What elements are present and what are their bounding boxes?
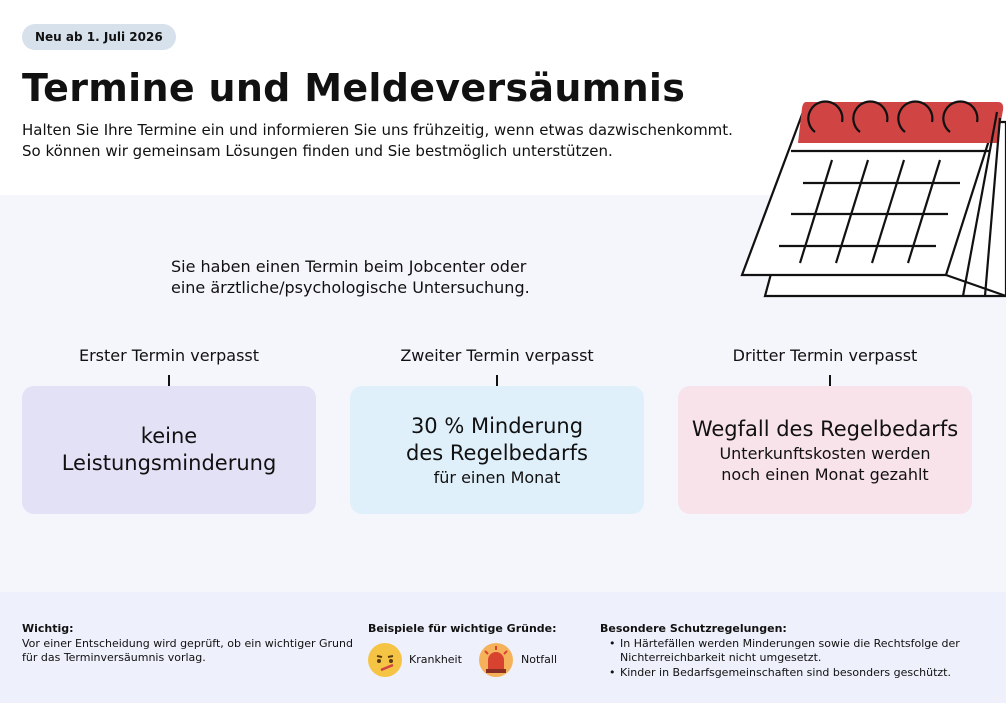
stage-note: noch einen Monat gezahlt: [721, 464, 929, 484]
protection-item: In Härtefällen werden Minderungen sowie …: [600, 637, 960, 665]
stage-box: 30 % Minderung des Regelbedarfs für eine…: [350, 386, 644, 514]
badge: Neu ab 1. Juli 2026: [22, 24, 176, 50]
calendar-illustration: [740, 100, 1006, 298]
title: Termine und Meldeversäumnis: [22, 66, 686, 110]
sick-icon: [368, 643, 402, 677]
reason-label: Krankheit: [409, 653, 462, 666]
footer-text: Vor einer Entscheidung wird geprüft, ob …: [22, 637, 353, 665]
intro-line: eine ärztliche/psychologische Untersuchu…: [171, 278, 530, 297]
protection-list: In Härtefällen werden Minderungen sowie …: [600, 637, 960, 680]
subtitle-line: So können wir gemeinsam Lösungen finden …: [22, 142, 613, 160]
intro-line: Sie haben einen Termin beim Jobcenter od…: [171, 257, 527, 276]
stage-box: keine Leistungsminderung: [22, 386, 316, 514]
stage-note: Unterkunftskosten werden: [719, 443, 931, 463]
stage-result: keine: [140, 424, 198, 448]
footer-line: Vor einer Entscheidung wird geprüft, ob …: [22, 637, 353, 650]
protection-line: In Härtefällen werden Minderungen sowie …: [620, 637, 960, 650]
stage-label: Zweiter Termin verpasst: [400, 346, 594, 365]
reason-label: Notfall: [521, 653, 557, 666]
footer-heading: Besondere Schutzregelungen:: [600, 622, 787, 635]
stage-note: für einen Monat: [433, 467, 561, 487]
protection-line: Kinder in Bedarfsgemeinschaften sind bes…: [620, 666, 951, 679]
footer-heading: Wichtig:: [22, 622, 74, 635]
stage-box: Wegfall des Regelbedarfs Unterkunftskost…: [678, 386, 972, 514]
stage-label: Erster Termin verpasst: [78, 346, 260, 365]
stage-result: Wegfall des Regelbedarfs: [691, 416, 959, 441]
stage-result: 30 % Minderung: [410, 413, 584, 438]
subtitle-line: Halten Sie Ihre Termine ein und informie…: [22, 121, 733, 139]
subtitle: Halten Sie Ihre Termine ein und informie…: [22, 120, 733, 162]
footer-heading: Beispiele für wichtige Gründe:: [368, 622, 557, 635]
footer-line: für das Terminversäumnis vorlag.: [22, 651, 206, 664]
protection-line: Nichterreichbarkeit nicht umgesetzt.: [620, 651, 822, 664]
intro: Sie haben einen Termin beim Jobcenter od…: [171, 256, 530, 298]
stage-label: Dritter Termin verpasst: [732, 346, 918, 365]
stage-result: des Regelbedarfs: [406, 440, 588, 465]
stage-result: Leistungsminderung: [61, 451, 277, 475]
protection-item: Kinder in Bedarfsgemeinschaften sind bes…: [600, 666, 960, 680]
alarm-icon: [479, 643, 513, 677]
